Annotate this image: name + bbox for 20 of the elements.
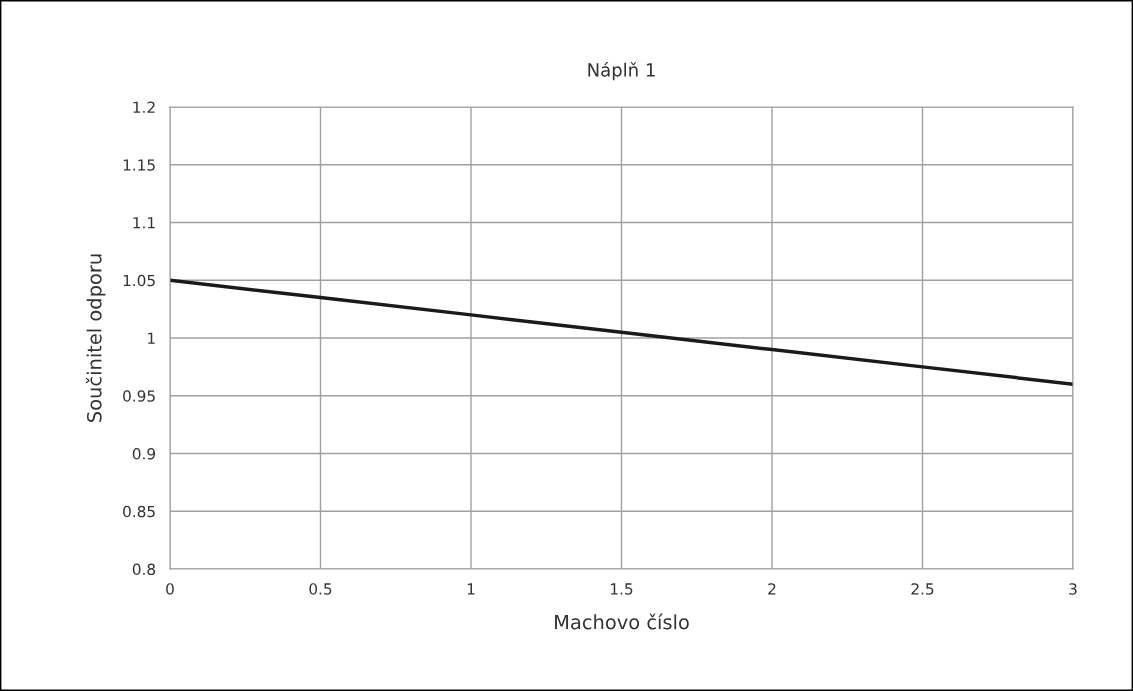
y-tick-label: 0.9 — [132, 447, 156, 460]
y-tick-label: 1.2 — [133, 101, 155, 113]
y-tick-label: 0.95 — [123, 390, 155, 402]
x-tick-label: 2.5 — [911, 583, 934, 595]
line-series — [170, 278, 1073, 386]
x-tick-label: 1 — [467, 583, 475, 595]
y-tick-label: 1 — [148, 332, 155, 344]
y-tick-label: 0.85 — [123, 505, 155, 518]
y-tick-label: 1.05 — [123, 274, 155, 287]
y-axis-title: Součinitel odporu — [85, 254, 106, 422]
x-tick-label: 2 — [768, 583, 776, 595]
x-tick-label: 3 — [1069, 583, 1077, 595]
y-tick-label: 1.15 — [123, 159, 155, 171]
y-tick-label: 1.1 — [133, 217, 155, 229]
x-tick-label: 0 — [166, 583, 174, 595]
x-axis-title: Machovo číslo — [555, 613, 689, 630]
chart-title: Náplň 1 — [588, 62, 655, 81]
x-tick-label: 0.5 — [309, 583, 332, 595]
x-tick-label: 1.5 — [611, 583, 633, 595]
y-tick-label: 0.8 — [132, 563, 156, 576]
